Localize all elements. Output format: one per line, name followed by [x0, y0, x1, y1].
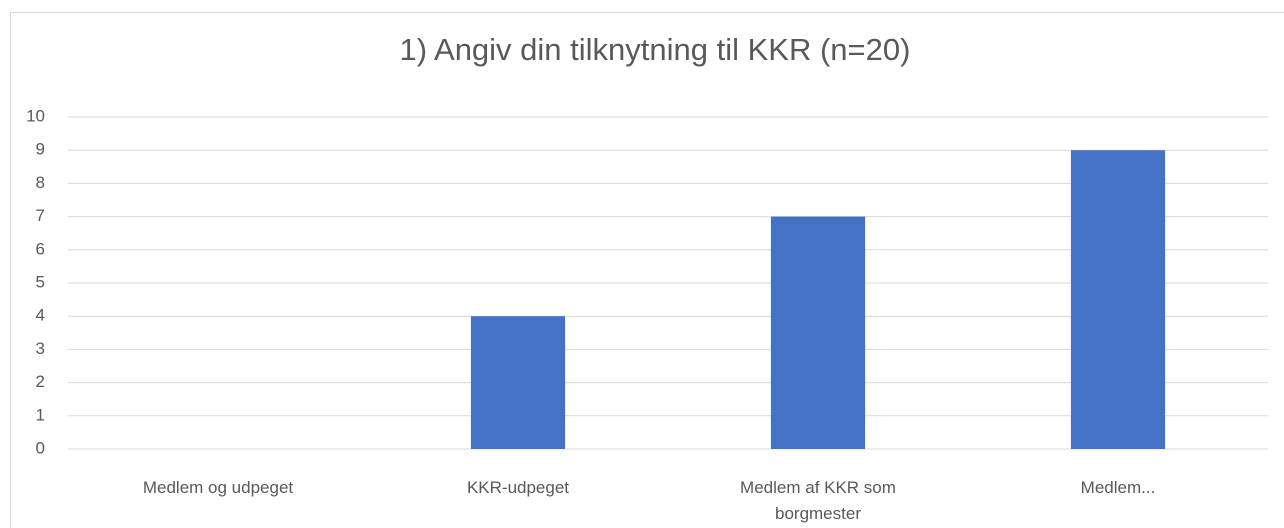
y-tick-label: 9 [36, 140, 45, 159]
x-tick-label: Medlem... [1080, 478, 1156, 497]
bar [770, 216, 866, 449]
y-tick-label: 0 [36, 438, 45, 457]
bar [470, 316, 566, 449]
y-tick-label: 5 [36, 272, 45, 291]
x-tick-label: KKR-udpeget [466, 478, 570, 497]
y-tick-label: 1 [36, 405, 45, 424]
chart-title: 1) Angiv din tilknytning til KKR (n=20) [400, 32, 911, 67]
y-tick-label: 6 [36, 239, 45, 258]
x-tick-label: Medlem og udpeget [142, 478, 294, 497]
y-tick-label: 8 [36, 173, 45, 192]
y-tick-label: 10 [26, 106, 45, 125]
y-tick-label: 7 [36, 206, 45, 225]
y-tick-label: 3 [36, 339, 45, 358]
y-tick-label: 2 [36, 372, 45, 391]
bar [1070, 150, 1166, 449]
y-tick-label: 4 [36, 306, 45, 325]
x-tick-label: Medlem af KKR som borgmester [740, 478, 896, 523]
